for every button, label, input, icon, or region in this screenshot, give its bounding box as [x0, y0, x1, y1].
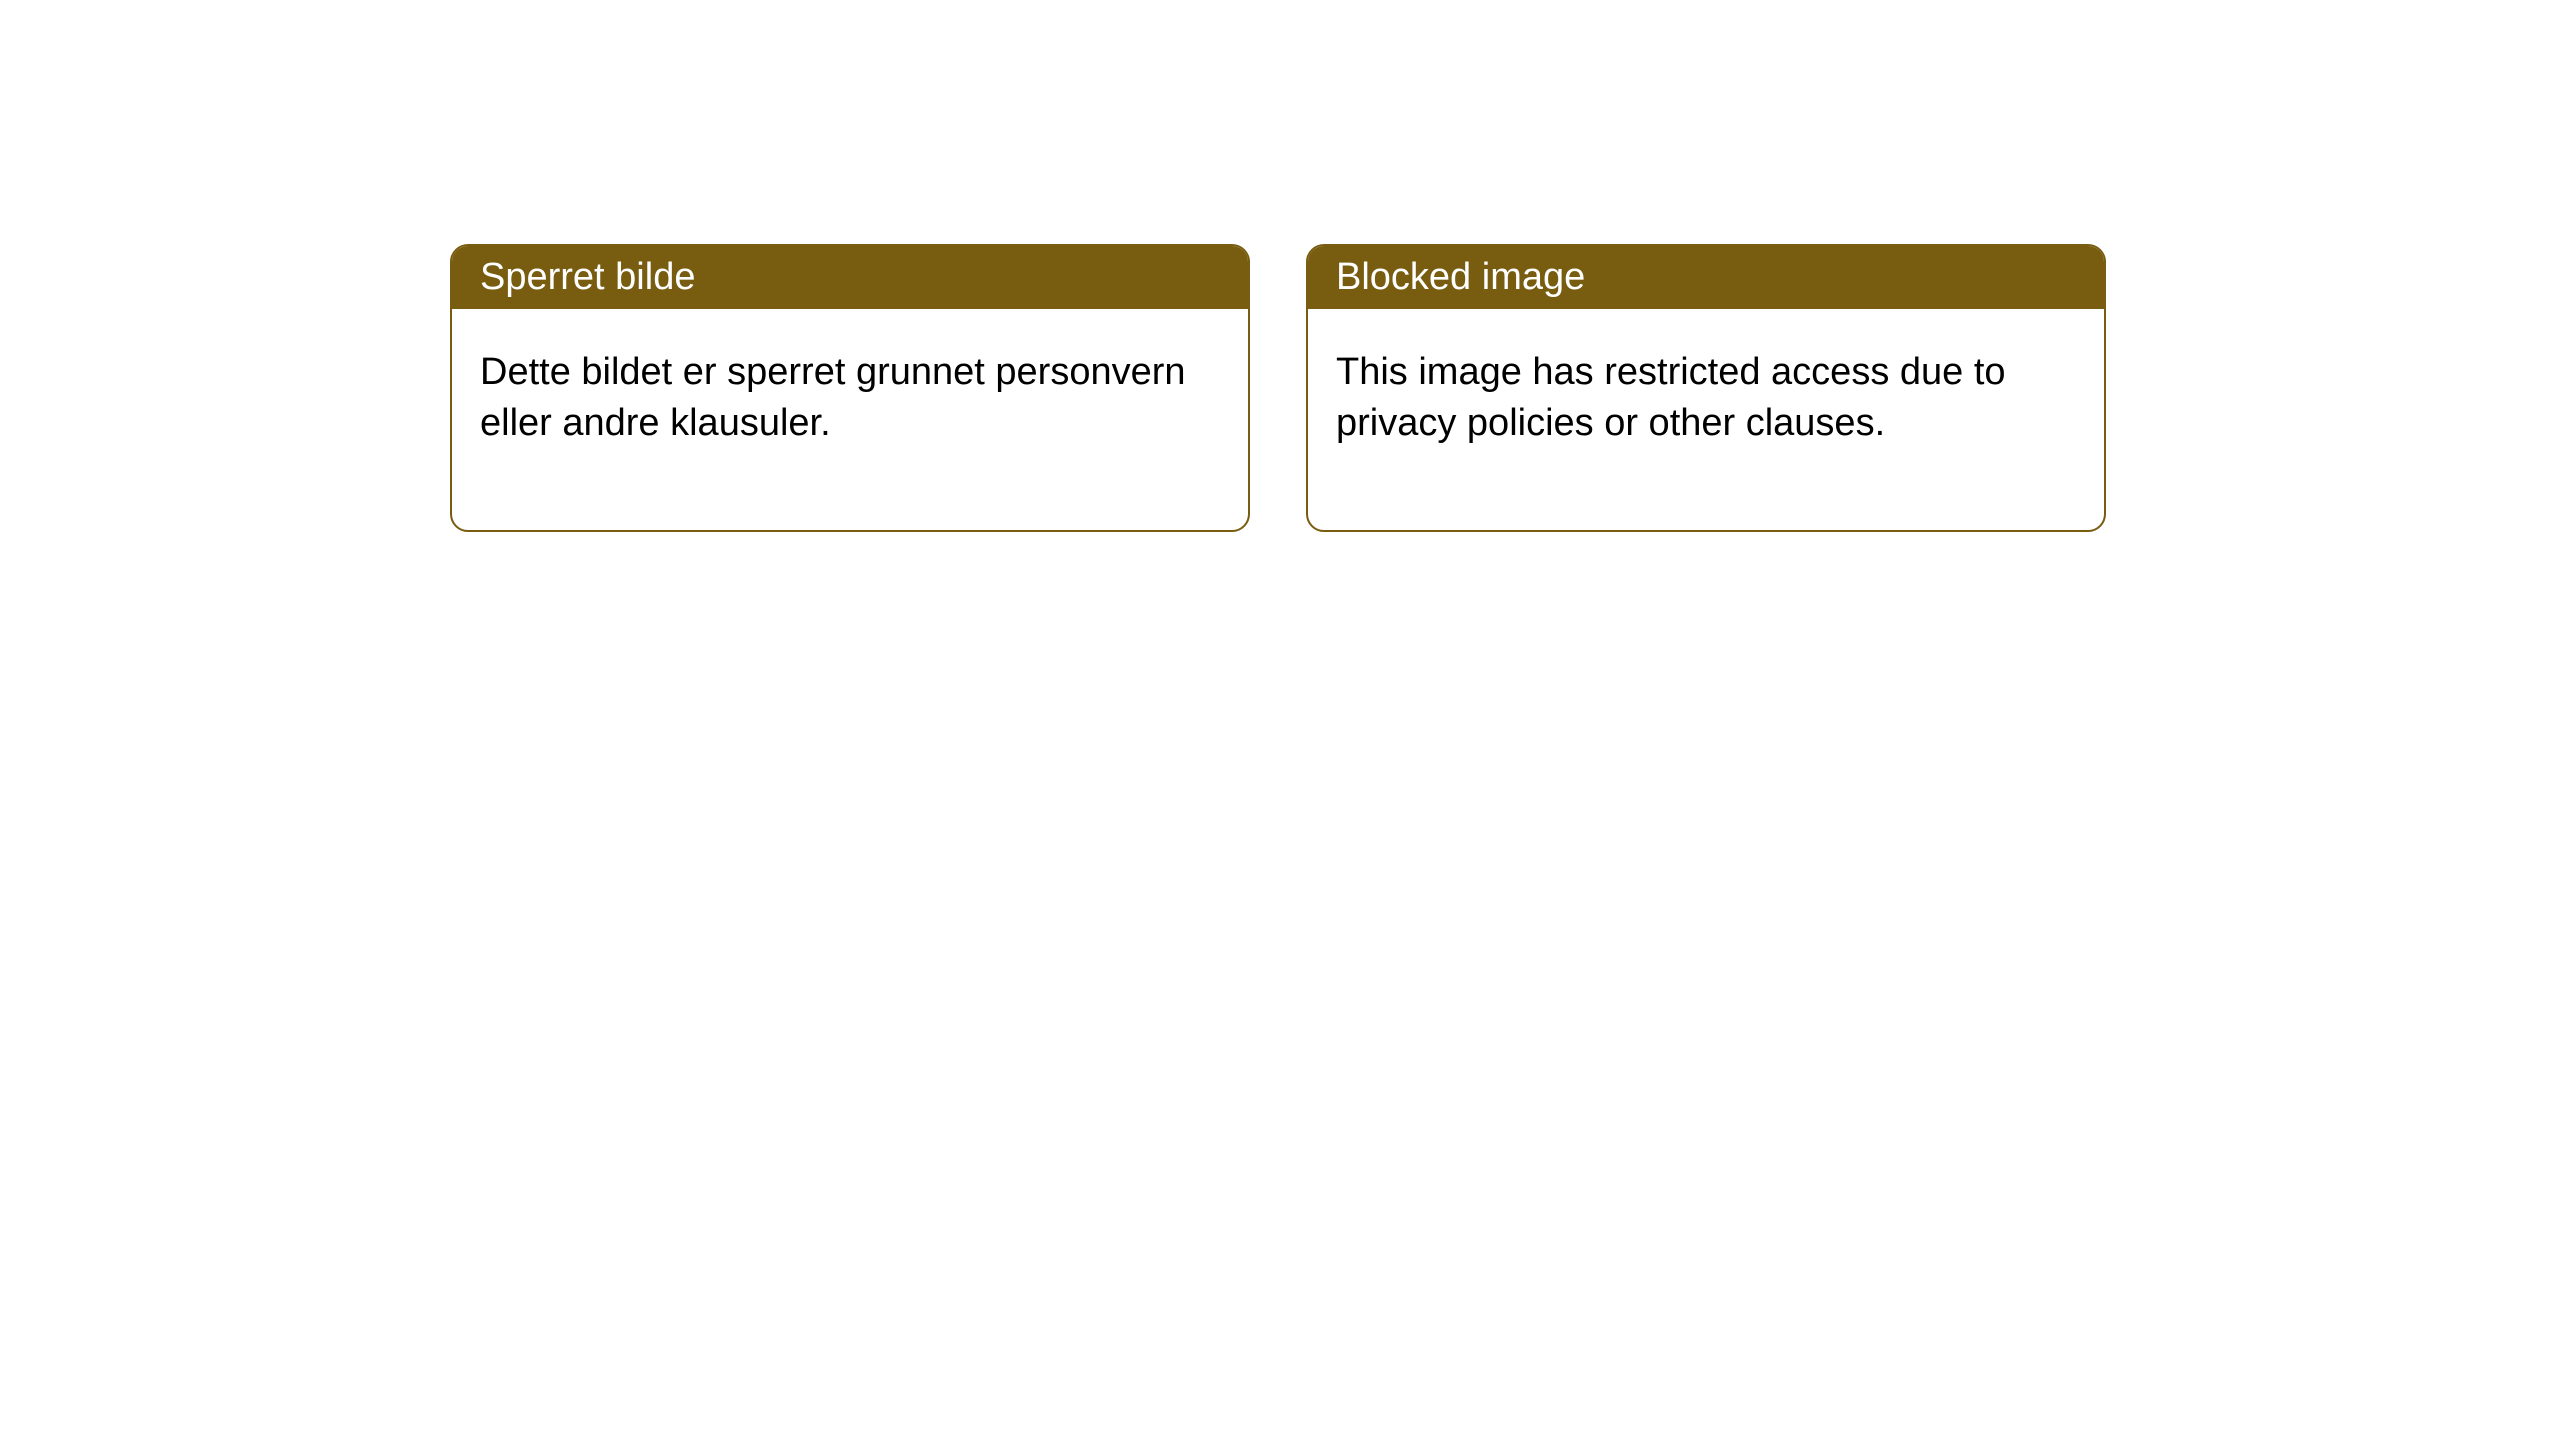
card-title: Blocked image	[1336, 256, 1585, 298]
card-header: Sperret bilde	[452, 246, 1248, 309]
card-message: This image has restricted access due to …	[1336, 351, 2006, 444]
card-title: Sperret bilde	[480, 256, 695, 298]
card-container: Sperret bilde Dette bildet er sperret gr…	[450, 244, 2106, 532]
card-header: Blocked image	[1308, 246, 2104, 309]
card-message: Dette bildet er sperret grunnet personve…	[480, 351, 1186, 444]
card-body: Dette bildet er sperret grunnet personve…	[452, 309, 1248, 530]
card-body: This image has restricted access due to …	[1308, 309, 2104, 530]
blocked-image-card-english: Blocked image This image has restricted …	[1306, 244, 2106, 532]
blocked-image-card-norwegian: Sperret bilde Dette bildet er sperret gr…	[450, 244, 1250, 532]
